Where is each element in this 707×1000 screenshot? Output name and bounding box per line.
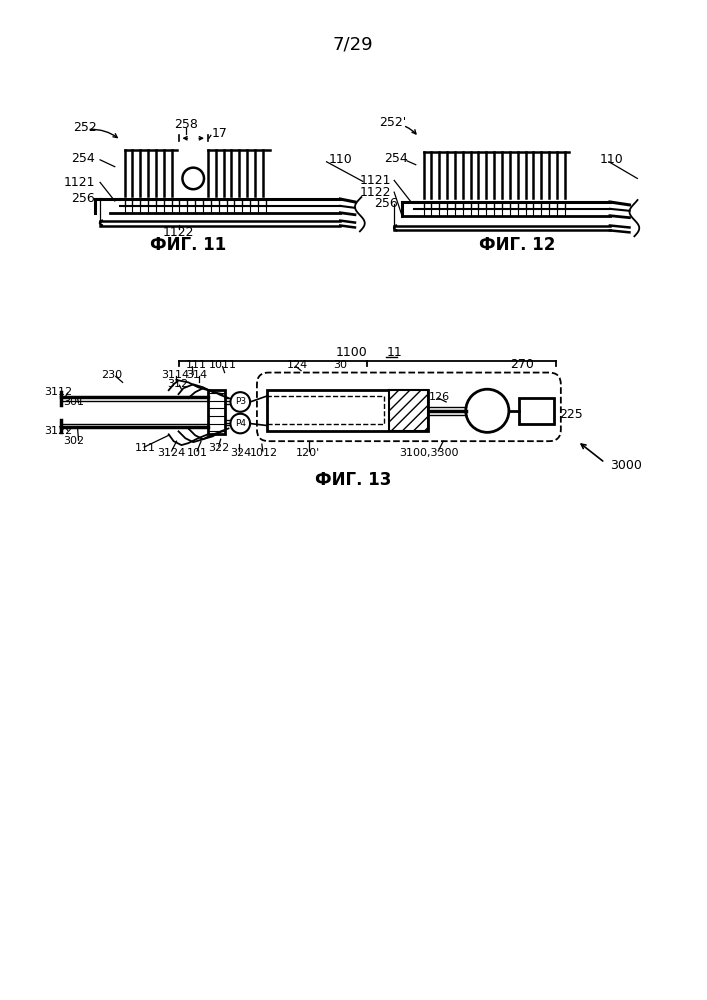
Text: 17: 17: [212, 127, 228, 140]
Text: 1121: 1121: [64, 176, 95, 189]
Text: 1121: 1121: [360, 174, 392, 187]
Text: P3: P3: [235, 397, 246, 406]
Circle shape: [230, 392, 250, 412]
Circle shape: [230, 414, 250, 433]
Text: 3122: 3122: [45, 426, 72, 436]
Text: 324: 324: [230, 448, 252, 458]
Text: 254: 254: [385, 152, 408, 165]
Text: 1100: 1100: [336, 346, 368, 359]
Text: ФИГ. 13: ФИГ. 13: [315, 471, 391, 489]
Text: 301: 301: [63, 397, 84, 407]
Text: 3124: 3124: [157, 448, 185, 458]
Text: 1122: 1122: [163, 226, 194, 239]
Text: 225: 225: [559, 408, 583, 421]
Text: P4: P4: [235, 419, 246, 428]
Text: 252': 252': [380, 116, 407, 129]
Bar: [519, 398, 554, 424]
Text: 126: 126: [428, 392, 450, 402]
Text: 3114: 3114: [161, 370, 189, 380]
Text: 256: 256: [71, 192, 95, 205]
Text: 110: 110: [329, 153, 352, 166]
Text: 302: 302: [63, 436, 84, 446]
Text: 111: 111: [134, 443, 156, 453]
Text: 312: 312: [167, 379, 188, 389]
Text: 1122: 1122: [360, 186, 392, 199]
Text: 258: 258: [175, 118, 198, 131]
Text: 110: 110: [600, 153, 624, 166]
Text: 120': 120': [296, 448, 320, 458]
Text: 322: 322: [208, 443, 229, 453]
Text: 124: 124: [287, 360, 308, 370]
Text: 111: 111: [185, 360, 206, 370]
Bar: [208, 390, 225, 434]
Text: 3100,3300: 3100,3300: [399, 448, 459, 458]
Text: 254: 254: [71, 152, 95, 165]
Text: 270: 270: [510, 358, 534, 371]
Text: ФИГ. 11: ФИГ. 11: [150, 236, 226, 254]
Bar: [267, 390, 428, 431]
Text: 230: 230: [101, 370, 122, 380]
Bar: [390, 390, 428, 431]
Text: 256: 256: [375, 197, 398, 210]
Text: 314: 314: [187, 370, 207, 380]
Text: 3000: 3000: [610, 459, 642, 472]
Bar: [267, 396, 385, 424]
Text: 1012: 1012: [250, 448, 278, 458]
Text: 1011: 1011: [209, 360, 237, 370]
Text: 3112: 3112: [45, 387, 72, 397]
Text: 101: 101: [187, 448, 207, 458]
Text: 7/29: 7/29: [333, 35, 373, 53]
Text: 30: 30: [334, 360, 347, 370]
Text: ФИГ. 12: ФИГ. 12: [479, 236, 555, 254]
Text: 11: 11: [386, 346, 402, 359]
Text: 252: 252: [74, 121, 98, 134]
